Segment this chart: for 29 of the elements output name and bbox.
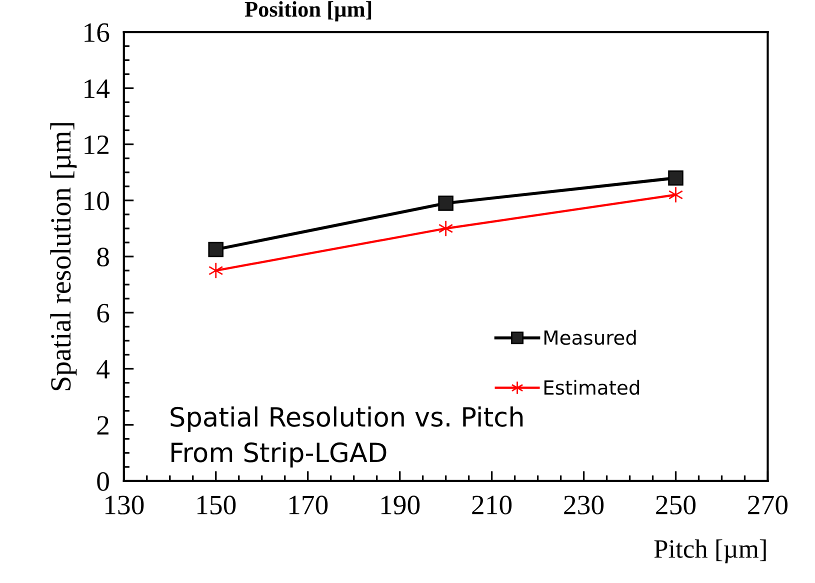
x-tick-label: 210 (472, 496, 512, 514)
point (668, 186, 684, 204)
y-tick-label: 12 (84, 136, 108, 154)
point (208, 242, 224, 258)
x-tick-label: 230 (564, 496, 604, 514)
x-tick-label: 130 (105, 496, 144, 514)
point (208, 262, 224, 279)
x-tick-label: 270 (748, 496, 788, 514)
point (668, 170, 684, 186)
legend-label: Estimated (544, 380, 640, 395)
y-tick-label: 10 (84, 192, 109, 210)
y-tick-label: 2 (97, 416, 108, 434)
y-tick-label: 6 (97, 304, 110, 323)
x-tick-label: 190 (381, 496, 420, 514)
y-tick-label: 8 (97, 248, 109, 266)
y-tick-label: 0 (97, 472, 109, 491)
x-tick-label: 150 (197, 496, 236, 514)
point (438, 196, 454, 211)
annotation: Spatial Resolution vs. Pitch From Strip-LGAD (170, 406, 523, 468)
x-tick-label: 170 (289, 496, 328, 514)
y-axis-title: Spatial resolution [µm] (50, 123, 77, 390)
chart-title: Position [µm] (244, 1, 372, 22)
legend-label: Measured (544, 330, 636, 345)
y-tick-label: 14 (84, 79, 110, 98)
y-tick-label: 4 (96, 360, 110, 378)
x-tick-label: 250 (656, 496, 696, 514)
point (438, 220, 454, 237)
x-axis-title: Pitch [µm] (654, 539, 766, 564)
y-tick-label: 16 (84, 23, 110, 42)
